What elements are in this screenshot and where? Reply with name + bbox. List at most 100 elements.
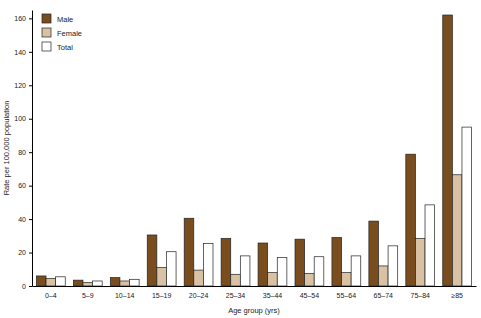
legend-swatch — [42, 28, 51, 37]
tick: ≥85 — [451, 292, 463, 299]
tick: 55–64 — [337, 292, 357, 299]
tick: 20–24 — [189, 292, 209, 299]
tick-label: 60 — [18, 182, 26, 189]
bars — [36, 15, 471, 286]
legend: Male Female Total — [42, 14, 82, 52]
tick-label: 65–74 — [374, 292, 394, 299]
axis-line — [33, 286, 477, 287]
legend-swatch — [42, 42, 51, 51]
x-axis: 0–4 5–9 10–14 15–19 20–24 25–34 35–44 45–54 55–6… — [33, 287, 477, 299]
bar — [231, 274, 241, 286]
tick-label: 55–64 — [337, 292, 357, 299]
tick-label: 80 — [18, 149, 26, 156]
tick-label: 5–9 — [82, 292, 94, 299]
bar — [36, 276, 46, 286]
bar — [240, 256, 250, 286]
bar — [351, 256, 361, 286]
tick: 25–34 — [226, 292, 246, 299]
legend-item: Total — [42, 42, 73, 52]
series — [46, 175, 462, 286]
axis-line — [32, 11, 33, 287]
bar — [425, 205, 435, 286]
bar — [221, 238, 231, 286]
bar — [388, 246, 398, 286]
bar — [342, 273, 352, 286]
series — [36, 15, 452, 286]
y-axis-title: Rate per 100,000 population — [2, 101, 11, 196]
tick: 65–74 — [374, 292, 394, 299]
bar — [147, 235, 157, 286]
bar — [194, 270, 204, 286]
tick-label: 75–84 — [410, 292, 430, 299]
tick-mark — [29, 286, 32, 287]
tick-mark — [29, 186, 32, 187]
bar — [166, 252, 176, 286]
bar — [462, 127, 472, 286]
tick-label: 10–14 — [115, 292, 135, 299]
tick-mark — [29, 152, 32, 153]
tick: 75–84 — [410, 292, 430, 299]
tick: 15–19 — [152, 292, 172, 299]
tick-label: 0 — [22, 283, 26, 290]
tick: 160 — [14, 15, 32, 22]
tick: 20 — [18, 249, 32, 256]
bar — [415, 238, 425, 286]
tick: 45–54 — [300, 292, 320, 299]
bar — [332, 237, 342, 286]
legend-label: Total — [57, 43, 73, 52]
tick-label: 45–54 — [300, 292, 320, 299]
bar — [406, 154, 416, 286]
legend-item: Female — [42, 28, 82, 38]
tick: 5–9 — [82, 292, 94, 299]
tick-label: 160 — [14, 15, 26, 22]
bar — [268, 273, 278, 286]
legend-item: Male — [42, 14, 73, 24]
bar — [120, 281, 130, 286]
bar — [277, 258, 287, 286]
tick: 0 — [22, 283, 32, 290]
bar — [258, 243, 268, 286]
bar — [203, 243, 213, 286]
bar — [110, 278, 120, 286]
bar — [184, 218, 194, 286]
tick-label: 100 — [14, 115, 26, 122]
series — [56, 127, 472, 286]
legend-swatch — [42, 14, 51, 23]
tick: 100 — [14, 115, 32, 122]
legend-label: Female — [57, 29, 82, 38]
bar — [93, 281, 103, 286]
bar — [369, 221, 379, 286]
bar — [46, 278, 56, 286]
bar — [56, 277, 66, 286]
tick-mark — [29, 119, 32, 120]
tick: 60 — [18, 182, 32, 189]
tick: 35–44 — [263, 292, 283, 299]
bar — [130, 279, 140, 286]
bar — [443, 15, 453, 286]
tick-mark — [29, 18, 32, 19]
bar — [157, 268, 167, 286]
tick: 120 — [14, 82, 32, 89]
tick-label: 35–44 — [263, 292, 283, 299]
bar — [305, 273, 315, 286]
tick-mark — [29, 219, 32, 220]
bar — [73, 280, 83, 286]
tick-label: 25–34 — [226, 292, 246, 299]
tick-label: ≥85 — [451, 292, 463, 299]
tick-label: 140 — [14, 49, 26, 56]
tick-mark — [29, 52, 32, 53]
chart: 0 20 40 60 80 100 120 140 160 0–4 5–9 10–14 15–19 20–… — [0, 0, 481, 318]
tick-mark — [29, 253, 32, 254]
bar — [378, 266, 388, 286]
tick: 0–4 — [45, 292, 57, 299]
tick-label: 15–19 — [152, 292, 172, 299]
bar — [314, 257, 324, 286]
tick-label: 40 — [18, 216, 26, 223]
tick-mark — [29, 85, 32, 86]
tick-label: 0–4 — [45, 292, 57, 299]
tick: 140 — [14, 49, 32, 56]
y-axis: 0 20 40 60 80 100 120 140 160 — [14, 11, 32, 290]
tick-label: 120 — [14, 82, 26, 89]
bar — [452, 175, 462, 286]
bar — [83, 283, 93, 286]
